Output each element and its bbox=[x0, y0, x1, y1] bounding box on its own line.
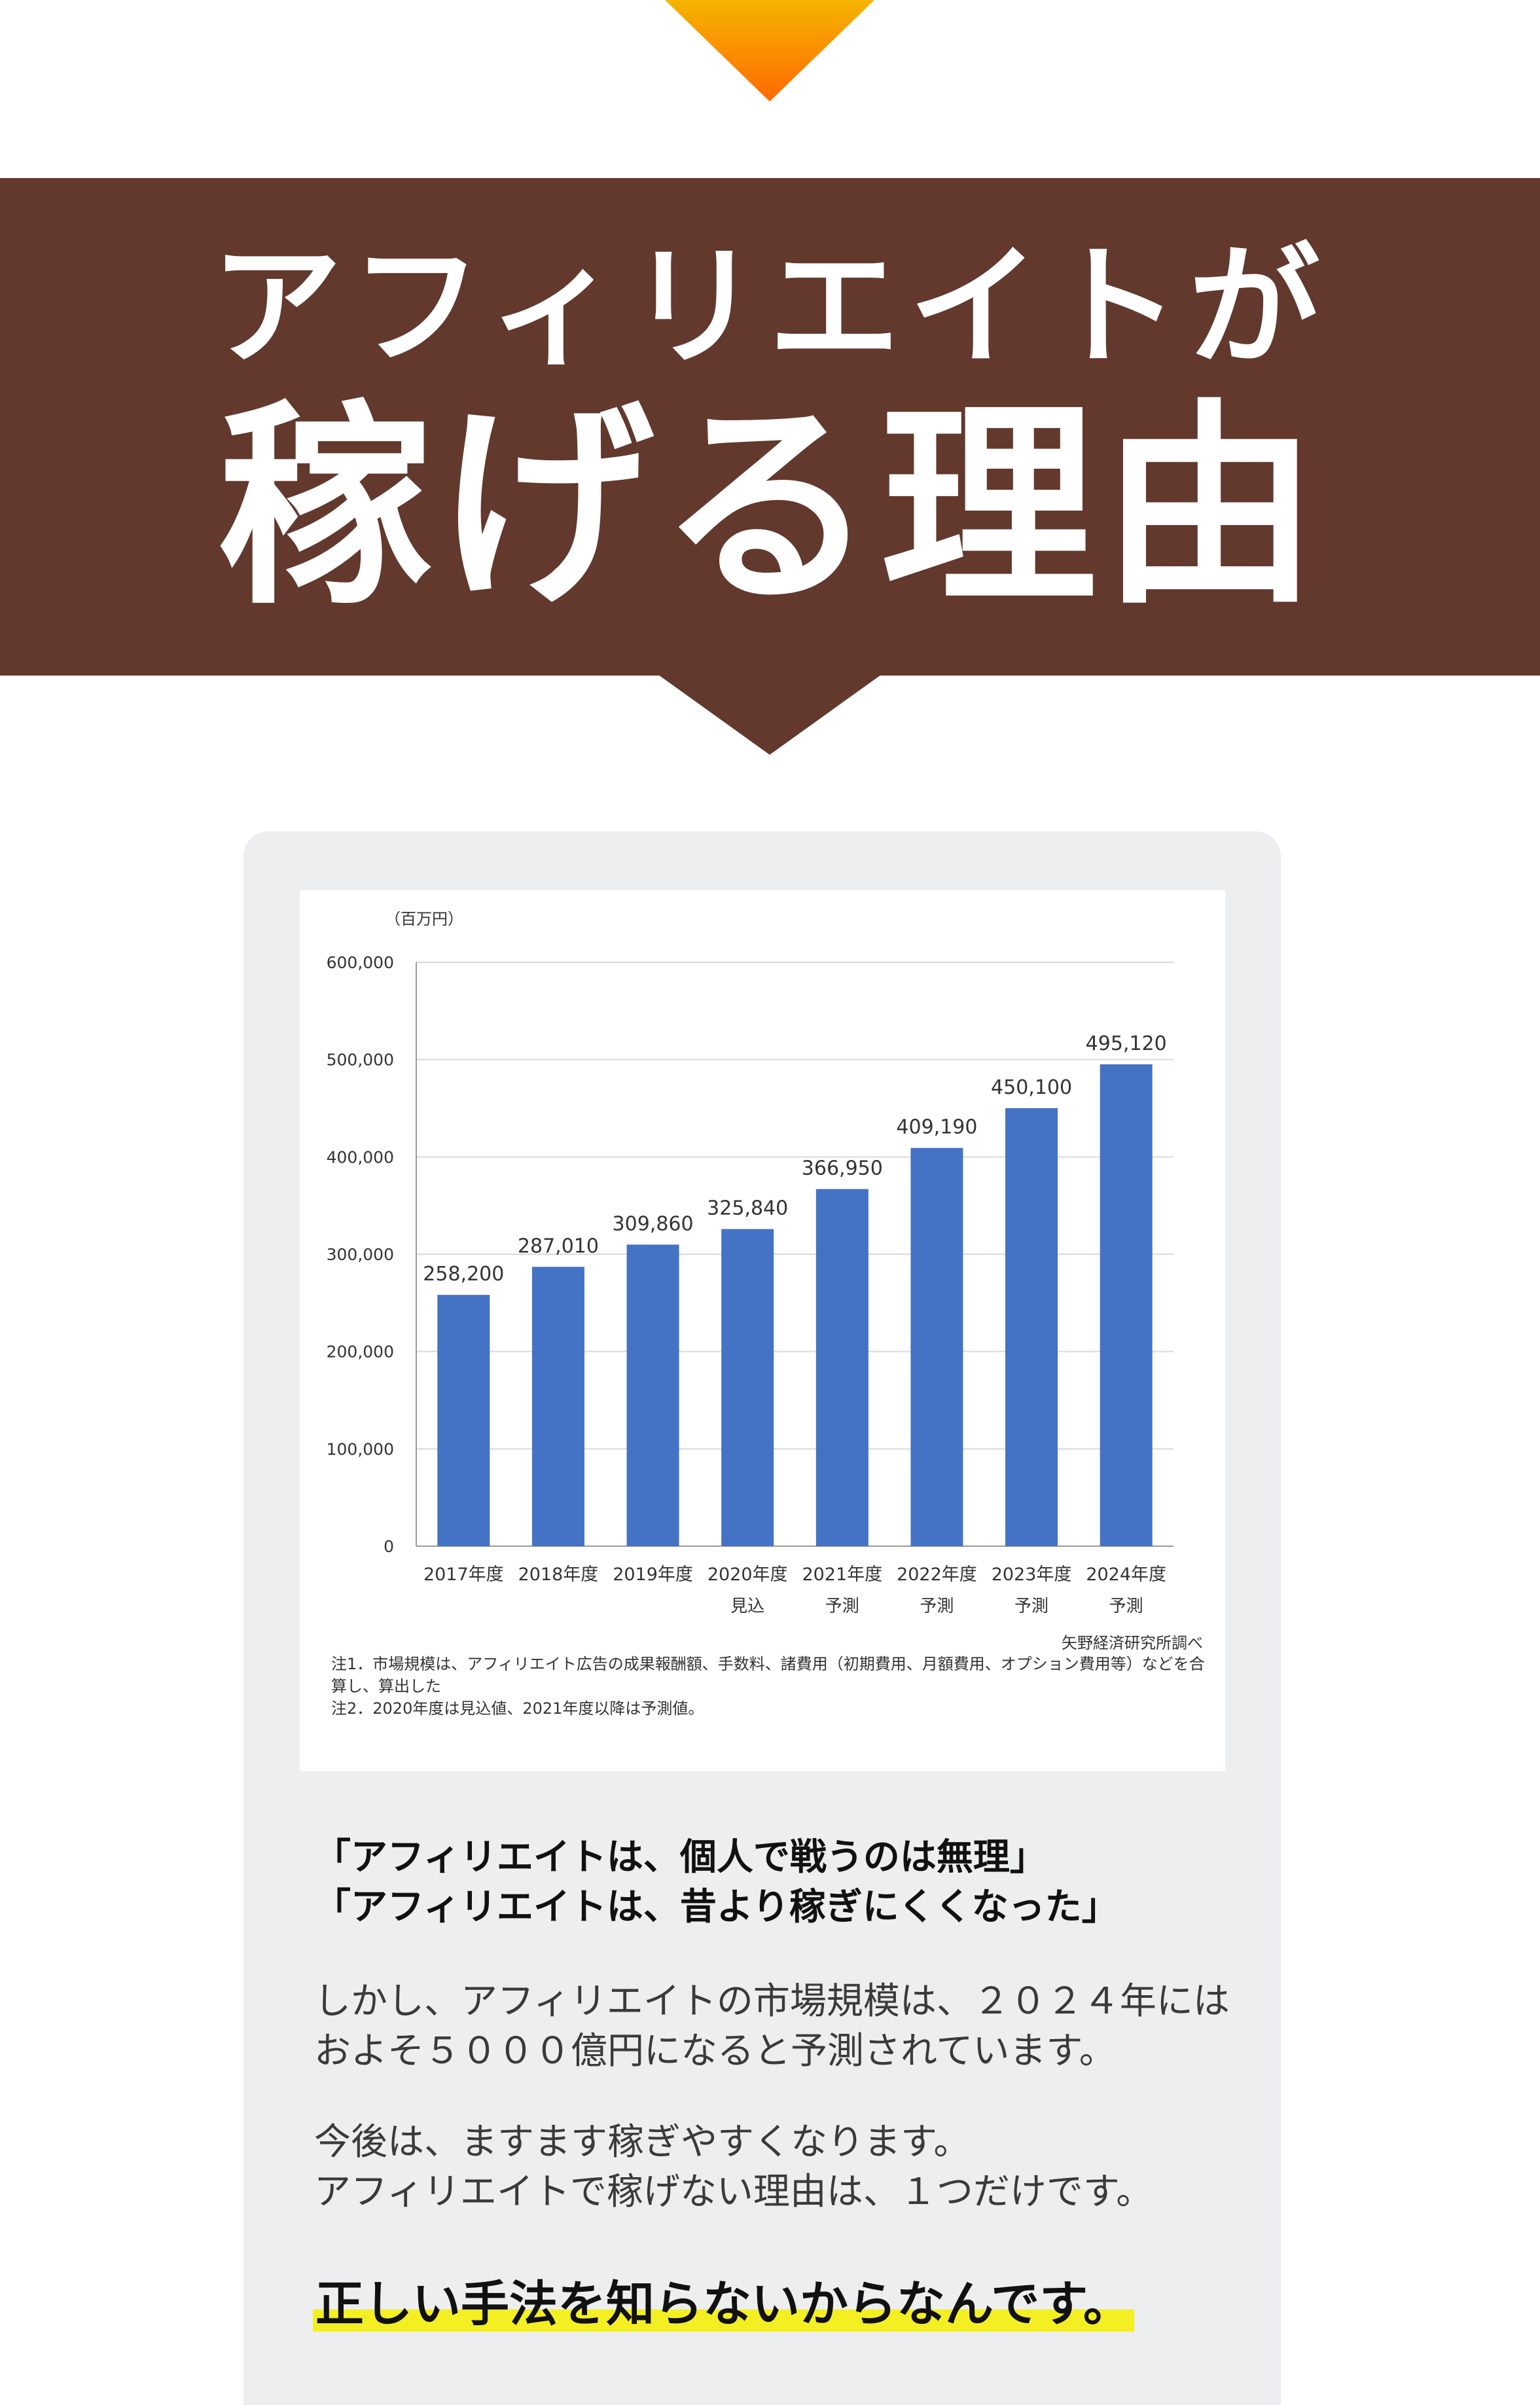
bar bbox=[1005, 1108, 1058, 1546]
x-tick-sublabel: 予測 bbox=[1109, 1597, 1143, 1616]
chart-notes: 注1．市場規模は、アフィリエイト広告の成果報酬額、手数料、諸費用（初期費用、月額… bbox=[331, 1653, 1208, 1720]
data-label: 309,860 bbox=[613, 1212, 694, 1235]
chart-note-1: 注1．市場規模は、アフィリエイト広告の成果報酬額、手数料、諸費用（初期費用、月額… bbox=[331, 1655, 1205, 1695]
bar bbox=[626, 1244, 679, 1546]
paragraph-2-line-2: アフィリエイトで稼げない理由は、１つだけです。 bbox=[314, 2171, 1153, 2213]
y-unit-label: （百万円） bbox=[385, 910, 463, 928]
data-label: 287,010 bbox=[518, 1235, 599, 1257]
x-tick-label: 2022年度 bbox=[897, 1564, 977, 1585]
x-tick-sublabel: 予測 bbox=[920, 1597, 954, 1616]
quotes-block: 「アフィリエイトは、個人で戦うのは無理」 「アフィリエイトは、昔より稼ぎにくくな… bbox=[314, 1833, 1119, 1932]
paragraph-2-line-1: 今後は、ますます稼ぎやすくなります。 bbox=[314, 2121, 971, 2163]
x-tick-label: 2018年度 bbox=[518, 1564, 599, 1585]
down-arrow-icon bbox=[665, 0, 874, 101]
market-size-chart: （百万円） 0 100,000 200,000 300,000 400,000 500,00… bbox=[300, 890, 1225, 1771]
title-banner bbox=[0, 178, 1540, 676]
chart-source: 矢野経済研究所調べ bbox=[1062, 1634, 1203, 1652]
x-tick-label: 2019年度 bbox=[613, 1564, 693, 1585]
x-tick-sublabel: 見込 bbox=[730, 1597, 764, 1616]
data-label: 495,120 bbox=[1086, 1032, 1167, 1055]
bar bbox=[815, 1189, 868, 1546]
x-tick-sublabel: 予測 bbox=[825, 1597, 859, 1616]
bar bbox=[1100, 1064, 1153, 1546]
y-tick-label: 600,000 bbox=[327, 953, 394, 972]
banner-pointer-icon bbox=[658, 675, 881, 755]
bar bbox=[910, 1148, 963, 1546]
bar bbox=[531, 1267, 584, 1546]
paragraph-1: しかし、アフィリエイトの市場規模は、２０２４年には およそ５０００億円になると予… bbox=[314, 1977, 1257, 2076]
x-tick-label: 2017年度 bbox=[423, 1564, 504, 1585]
y-tick-label: 0 bbox=[384, 1537, 394, 1556]
conclusion-block: 正しい手法を知らないからなんです。 bbox=[313, 2271, 1134, 2337]
y-tick-label: 100,000 bbox=[327, 1439, 394, 1458]
chart-note-2: 注2．2020年度は見込値、2021年度以降は予測値。 bbox=[331, 1699, 704, 1718]
paragraph-1-line-1: しかし、アフィリエイトの市場規模は、２０２４年には bbox=[314, 1980, 1230, 2023]
x-tick-label: 2023年度 bbox=[992, 1564, 1072, 1585]
x-tick-label: 2021年度 bbox=[802, 1564, 882, 1585]
page-title-line2: 稼げる理由 bbox=[217, 382, 1323, 633]
quote-1: 「アフィリエイトは、個人で戦うのは無理」 bbox=[314, 1836, 1047, 1879]
bar bbox=[437, 1295, 490, 1546]
y-tick-label: 500,000 bbox=[327, 1051, 394, 1070]
paragraph-1-line-2: およそ５０００億円になると予測されています。 bbox=[314, 2030, 1116, 2072]
page-title-line1: アフィリエイトが bbox=[211, 231, 1329, 384]
data-label: 409,190 bbox=[896, 1116, 977, 1139]
paragraph-2: 今後は、ますます稼ぎやすくなります。 アフィリエイトで稼げない理由は、１つだけで… bbox=[314, 2118, 1257, 2217]
data-label: 450,100 bbox=[991, 1076, 1072, 1099]
data-label: 258,200 bbox=[423, 1263, 504, 1286]
y-tick-label: 400,000 bbox=[327, 1148, 394, 1166]
x-tick-label: 2020年度 bbox=[707, 1564, 788, 1585]
data-label: 366,950 bbox=[802, 1157, 883, 1180]
x-tick-sublabel: 予測 bbox=[1014, 1597, 1048, 1616]
quote-2: 「アフィリエイトは、昔より稼ぎにくくなった」 bbox=[314, 1886, 1119, 1928]
data-label: 325,840 bbox=[707, 1197, 788, 1220]
x-tick-label: 2024年度 bbox=[1086, 1564, 1166, 1585]
conclusion-text: 正しい手法を知らないからなんです。 bbox=[313, 2271, 1134, 2337]
bar-chart: （百万円） 0 100,000 200,000 300,000 400,000 500,00… bbox=[327, 910, 1173, 1616]
y-tick-label: 300,000 bbox=[327, 1245, 394, 1264]
bar bbox=[721, 1229, 774, 1546]
y-tick-label: 200,000 bbox=[327, 1343, 394, 1362]
